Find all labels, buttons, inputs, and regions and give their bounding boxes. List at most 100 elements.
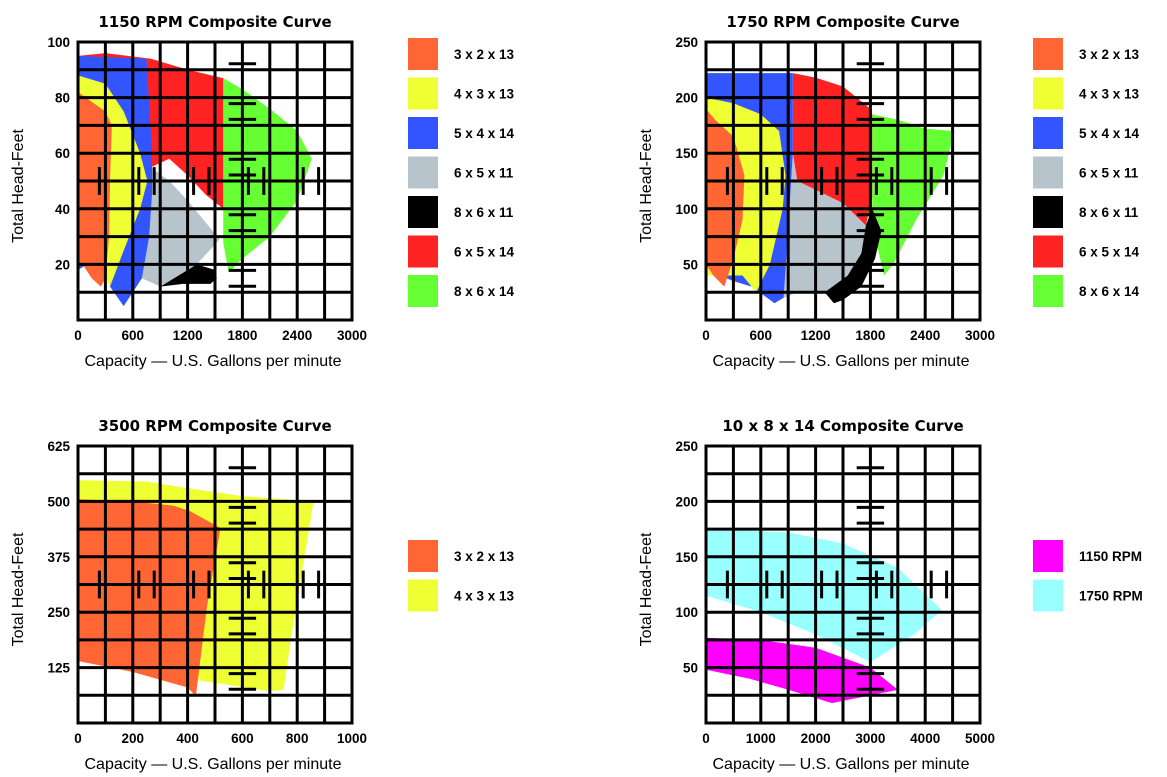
legend-label: 1750 RPM [1079,589,1143,604]
y-tick-label: 200 [675,91,698,106]
legend-item: 1750 RPM [1033,579,1143,612]
x-tick-label: 1000 [746,731,776,746]
legend-swatch [1033,156,1063,189]
y-tick-label: 150 [675,550,698,565]
x-tick-label: 1800 [227,328,257,343]
y-tick-label: 100 [47,35,70,50]
x-tick-label: 1200 [801,328,831,343]
x-tick-label: 3000 [337,328,367,343]
legend-label: 3 x 2 x 13 [454,47,515,62]
legend-item: 6 x 5 x 11 [408,156,514,189]
legend-swatch [1033,77,1063,110]
y-tick-label: 250 [675,35,698,50]
y-axis-label: Total Head-Feet [10,532,27,646]
y-axis-label: Total Head-Feet [638,532,655,646]
legend-item: 3 x 2 x 13 [1033,38,1140,70]
x-tick-label: 600 [122,328,145,343]
x-tick-label: 1200 [173,328,203,343]
chart-3: 3500 RPM Composite Curve 0 200 400 600 800 100… [10,417,515,773]
legend-item: 8 x 6 x 14 [408,275,515,307]
x-tick-label: 5000 [965,731,995,746]
legend-item: 5 x 4 x 14 [408,117,515,149]
legend-swatch [1033,579,1063,612]
legend-item: 4 x 3 x 13 [1033,77,1140,110]
legend-item: 8 x 6 x 14 [1033,275,1140,307]
legend-item: 4 x 3 x 13 [408,77,515,110]
legend: 3 x 2 x 13 4 x 3 x 13 5 x 4 x 14 6 x 5 x 11… [408,38,515,307]
legend-label: 8 x 6 x 11 [454,205,514,220]
legend-label: 4 x 3 x 13 [454,589,515,604]
y-tick-label: 50 [683,661,698,676]
x-tick-label: 800 [286,731,309,746]
x-tick-label: 3000 [965,328,995,343]
x-tick-label: 2400 [282,328,312,343]
legend: 3 x 2 x 13 4 x 3 x 13 5 x 4 x 14 6 x 5 x 11… [1033,38,1140,307]
series-area-2 [706,637,898,704]
chart-title: 10 x 8 x 14 Composite Curve [722,417,963,435]
legend-item: 5 x 4 x 14 [1033,117,1140,149]
legend-item: 6 x 5 x 14 [408,235,515,268]
plot-frame [76,444,354,725]
y-tick-label: 125 [47,661,70,676]
y-tick-label: 40 [55,202,70,217]
x-tick-label: 600 [750,328,773,343]
series-area-1 [872,114,955,276]
series-areas [706,529,942,704]
plot-frame [704,444,982,725]
legend-label: 3 x 2 x 13 [1079,47,1140,62]
y-tick-label: 200 [675,494,698,509]
x-tick-label: 600 [231,731,254,746]
x-tick-label: 200 [122,731,145,746]
y-tick-label: 20 [55,257,70,272]
legend-swatch [408,77,438,110]
grid [78,446,352,723]
legend-label: 6 x 5 x 14 [1079,245,1140,260]
plot-frame [76,40,354,322]
legend-swatch [1033,540,1063,572]
series-area-2 [792,73,873,226]
chart-1: 1150 RPM Composite Curve 0 600 1200 1800 2400… [10,13,515,370]
legend-swatch [408,540,438,572]
y-axis-label: Total Head-Feet [10,129,27,243]
grid [706,446,980,723]
y-tick-label: 375 [47,550,70,565]
legend-label: 5 x 4 x 14 [454,126,515,141]
legend-label: 3 x 2 x 13 [454,549,515,564]
legend-item: 8 x 6 x 11 [408,196,514,228]
x-axis-label: Capacity — U.S. Gallons per minute [713,353,970,370]
legend-swatch [408,196,438,228]
series-areas [706,73,955,304]
y-tick-label: 150 [675,146,698,161]
legend-item: 3 x 2 x 13 [408,540,515,572]
x-tick-label: 2000 [801,731,831,746]
legend-item: 6 x 5 x 11 [1033,156,1139,189]
legend-item: 8 x 6 x 11 [1033,196,1139,228]
x-tick-label: 3000 [855,731,885,746]
legend-swatch [408,38,438,70]
legend-swatch [1033,275,1063,307]
legend-label: 6 x 5 x 11 [454,166,514,181]
legend-swatch [1033,38,1063,70]
chart-title: 3500 RPM Composite Curve [98,417,331,435]
grid [78,42,352,320]
x-tick-label: 2400 [910,328,940,343]
y-tick-label: 100 [675,202,698,217]
x-tick-label: 1800 [855,328,885,343]
legend-swatch [408,156,438,189]
legend-item: 3 x 2 x 13 [408,38,515,70]
series-area-2 [78,499,221,697]
x-axis-label: Capacity — U.S. Gallons per minute [713,756,970,773]
y-tick-label: 80 [55,91,70,106]
x-axis-label: Capacity — U.S. Gallons per minute [85,353,342,370]
legend: 1150 RPM 1750 RPM [1033,540,1143,612]
plot-frame [704,40,982,322]
y-tick-label: 50 [683,257,698,272]
legend-swatch [408,117,438,149]
grid [706,42,980,320]
y-tick-label: 250 [675,439,698,454]
x-tick-label: 0 [74,328,82,343]
chart-4: 10 x 8 x 14 Composite Curve 0 1000 2000 3000… [638,417,1143,773]
legend-label: 5 x 4 x 14 [1079,126,1140,141]
legend-label: 8 x 6 x 14 [454,284,515,299]
